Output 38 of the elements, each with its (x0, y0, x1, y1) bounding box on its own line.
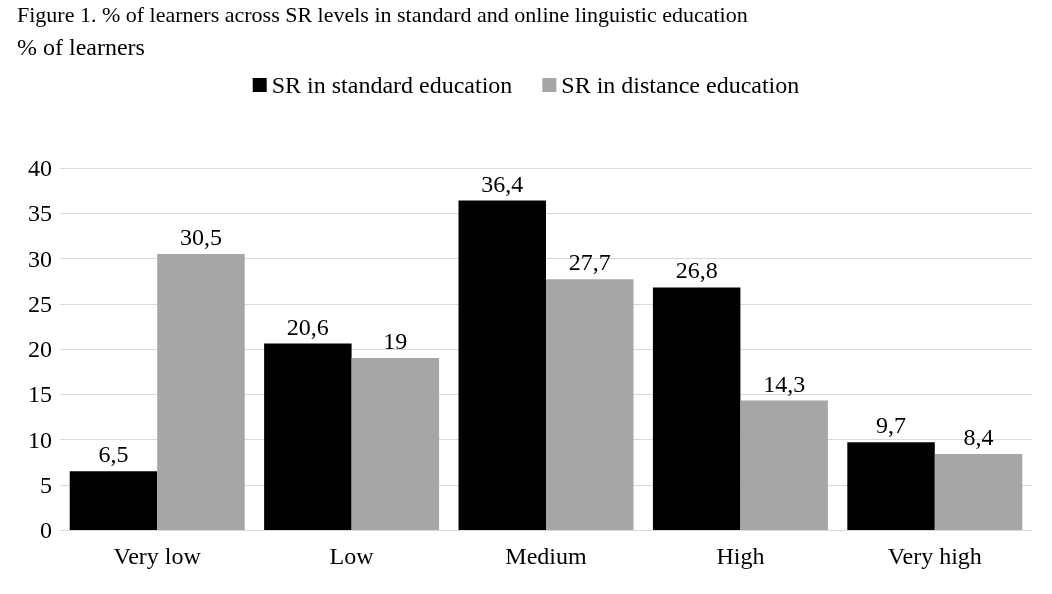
data-label: 14,3 (763, 370, 806, 397)
data-label: 27,7 (568, 249, 611, 276)
x-tick-label: High (716, 543, 765, 569)
data-label: 30,5 (179, 223, 222, 250)
bar (69, 471, 158, 530)
y-tick-label: 0 (40, 517, 52, 543)
legend-label: SR in distance education (561, 72, 800, 98)
y-tick-label: 35 (28, 200, 52, 227)
data-label: 9,7 (876, 412, 907, 439)
y-axis-title: % of learners (17, 34, 145, 60)
data-label: 36,4 (481, 170, 524, 197)
data-label: 19 (383, 328, 408, 355)
data-label: 6,5 (98, 441, 129, 468)
x-tick-label: Very high (887, 543, 982, 569)
bar (351, 358, 440, 530)
bar (934, 453, 1023, 530)
y-tick-label: 40 (28, 155, 52, 181)
x-tick-label: Very low (113, 543, 202, 569)
data-label: 26,8 (675, 257, 718, 284)
bar (740, 400, 828, 530)
y-tick-label: 10 (28, 426, 52, 453)
y-tick-label: 30 (28, 245, 52, 272)
bar (264, 343, 352, 530)
x-tick-label: Low (329, 543, 375, 569)
chart-title: Figure 1. % of learners across SR levels in standard and online linguistic education (17, 1, 748, 27)
bar (157, 253, 245, 530)
y-tick-label: 5 (40, 471, 52, 498)
bar (847, 442, 935, 530)
data-label: 8,4 (963, 423, 994, 450)
bar (546, 279, 634, 530)
y-tick-label: 20 (28, 336, 52, 362)
legend-label: SR in standard education (271, 72, 513, 98)
bar (652, 287, 741, 530)
bar (458, 200, 546, 530)
data-label: 20,6 (286, 313, 329, 340)
y-tick-label: 15 (28, 381, 52, 408)
x-tick-label: Medium (505, 543, 587, 569)
y-tick-label: 25 (28, 290, 52, 317)
